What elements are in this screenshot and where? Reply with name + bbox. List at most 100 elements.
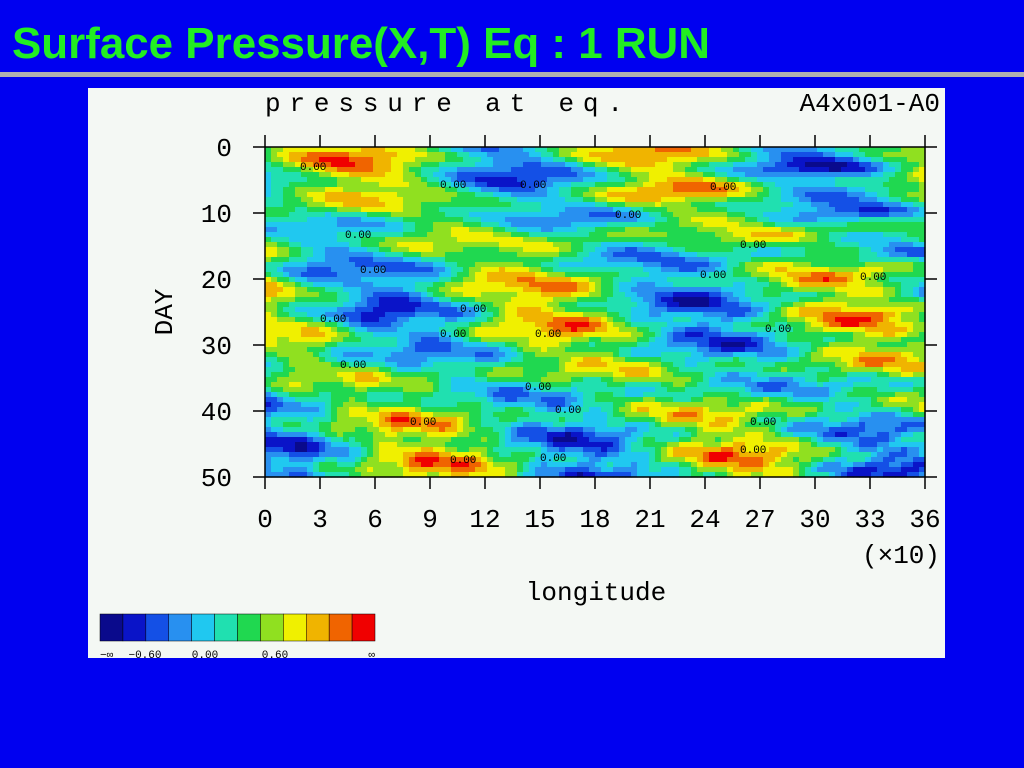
heatmap-cell [499, 172, 506, 178]
heatmap-cell [553, 232, 560, 238]
heatmap-cell [301, 222, 308, 228]
heatmap-cell [871, 367, 878, 373]
heatmap-cell [811, 302, 818, 308]
heatmap-cell [745, 327, 752, 333]
heatmap-cell [685, 362, 692, 368]
heatmap-cell [811, 172, 818, 178]
heatmap-cell [631, 237, 638, 243]
heatmap-cell [601, 167, 608, 173]
heatmap-cell [481, 187, 488, 193]
heatmap-cell [457, 227, 464, 233]
heatmap-cell [409, 277, 416, 283]
heatmap-cell [895, 207, 902, 213]
heatmap-cell [397, 277, 404, 283]
heatmap-cell [343, 282, 350, 288]
heatmap-cell [379, 342, 386, 348]
heatmap-cell [745, 232, 752, 238]
heatmap-cell [883, 152, 890, 158]
heatmap-cell [397, 152, 404, 158]
heatmap-cell [529, 147, 536, 153]
heatmap-cell [535, 237, 542, 243]
heatmap-cell [841, 167, 848, 173]
heatmap-cell [679, 302, 686, 308]
heatmap-cell [793, 207, 800, 213]
heatmap-cell [265, 287, 272, 293]
heatmap-cell [919, 187, 926, 193]
heatmap-cell [871, 237, 878, 243]
heatmap-cell [811, 342, 818, 348]
heatmap-cell [529, 332, 536, 338]
heatmap-cell [535, 342, 542, 348]
heatmap-cell [301, 217, 308, 223]
heatmap-cell [841, 282, 848, 288]
heatmap-cell [853, 247, 860, 253]
heatmap-cell [439, 242, 446, 248]
heatmap-cell [691, 342, 698, 348]
heatmap-cell [721, 232, 728, 238]
heatmap-cell [655, 292, 662, 298]
heatmap-cell [607, 267, 614, 273]
heatmap-cell [265, 307, 272, 313]
heatmap-cell [421, 292, 428, 298]
heatmap-cell [679, 327, 686, 333]
heatmap-cell [601, 222, 608, 228]
heatmap-cell [613, 297, 620, 303]
heatmap-cell [307, 267, 314, 273]
heatmap-cell [871, 347, 878, 353]
heatmap-cell [721, 362, 728, 368]
heatmap-cell [487, 197, 494, 203]
heatmap-cell [385, 147, 392, 153]
heatmap-cell [631, 192, 638, 198]
heatmap-cell [289, 277, 296, 283]
heatmap-cell [373, 342, 380, 348]
heatmap-cell [499, 357, 506, 363]
heatmap-cell [433, 332, 440, 338]
heatmap-cell [841, 277, 848, 283]
heatmap-cell [277, 272, 284, 278]
heatmap-cell [415, 297, 422, 303]
heatmap-cell [649, 302, 656, 308]
heatmap-cell [559, 247, 566, 253]
heatmap-cell [553, 292, 560, 298]
heatmap-cell [385, 372, 392, 378]
heatmap-cell [829, 227, 836, 233]
heatmap-cell [475, 202, 482, 208]
heatmap-cell [889, 242, 896, 248]
heatmap-cell [541, 312, 548, 318]
heatmap-cell [643, 192, 650, 198]
heatmap-cell [769, 197, 776, 203]
heatmap-cell [481, 282, 488, 288]
heatmap-cell [571, 332, 578, 338]
heatmap-cell [835, 237, 842, 243]
heatmap-cell [715, 332, 722, 338]
heatmap-cell [673, 282, 680, 288]
heatmap-cell [571, 177, 578, 183]
heatmap-cell [643, 292, 650, 298]
heatmap-cell [673, 307, 680, 313]
heatmap-cell [601, 362, 608, 368]
heatmap-cell [643, 362, 650, 368]
heatmap-cell [895, 232, 902, 238]
heatmap-cell [619, 207, 626, 213]
heatmap-cell [283, 222, 290, 228]
heatmap-cell [607, 327, 614, 333]
heatmap-cell [631, 197, 638, 203]
heatmap-cell [541, 282, 548, 288]
heatmap-cell [289, 317, 296, 323]
heatmap-cell [769, 247, 776, 253]
heatmap-cell [709, 162, 716, 168]
heatmap-cell [475, 227, 482, 233]
heatmap-cell [385, 252, 392, 258]
heatmap-cell [355, 307, 362, 313]
heatmap-cell [289, 212, 296, 218]
heatmap-cell [799, 172, 806, 178]
heatmap-cell [283, 337, 290, 343]
heatmap-cell [595, 297, 602, 303]
heatmap-cell [643, 232, 650, 238]
heatmap-cell [439, 147, 446, 153]
heatmap-cell [319, 372, 326, 378]
heatmap-cell [787, 187, 794, 193]
heatmap-cell [607, 252, 614, 258]
heatmap-cell [421, 272, 428, 278]
heatmap-cell [361, 287, 368, 293]
